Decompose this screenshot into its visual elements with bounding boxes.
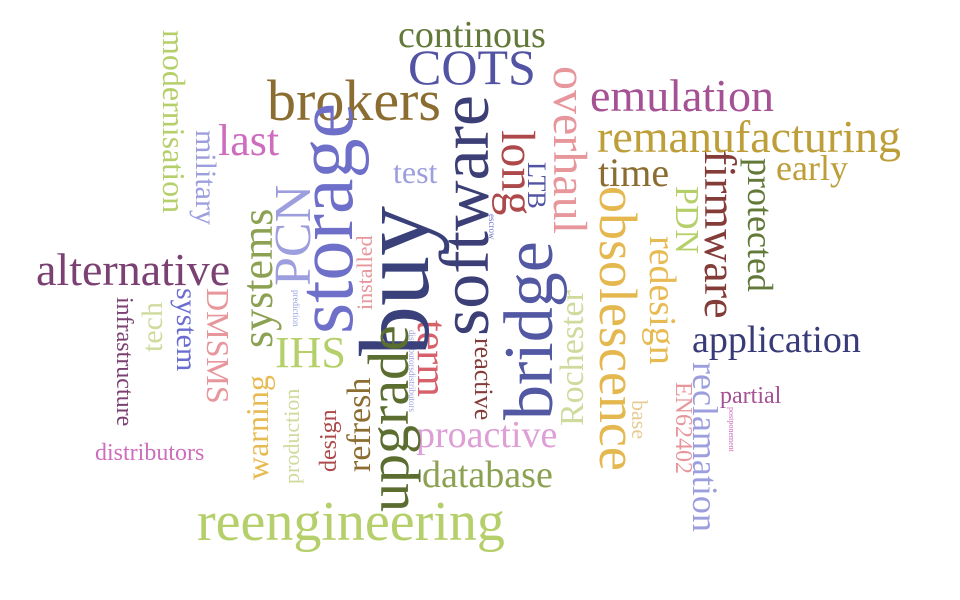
word-time: time [598, 150, 669, 195]
word-prediction: prediction [291, 290, 301, 327]
word-alternative: alternative [36, 244, 230, 295]
word-military: military [189, 130, 222, 225]
word-production: production [279, 389, 304, 484]
word-pcn: PCN [265, 185, 322, 286]
word-overhaul: overhaul [543, 66, 596, 234]
word-continous: continous [398, 14, 546, 56]
word-cots: COTS [408, 39, 536, 95]
word-buy: buy [339, 206, 450, 356]
word-systems: systems [233, 209, 282, 348]
word-proactive: proactive [416, 414, 557, 456]
word-term: term [408, 320, 454, 397]
word-obsolescence: obsolescence [588, 186, 648, 471]
word-reclamation: reclamation [685, 362, 725, 532]
word-partial: partial [720, 383, 782, 409]
word-firmware: firmware [695, 150, 746, 319]
word-upgrade: upgrade [356, 325, 421, 512]
word-long: long [491, 130, 544, 215]
word-software: software [427, 95, 504, 336]
word-system: system [170, 288, 203, 371]
word-refresh: refresh [341, 378, 378, 472]
word-reengineering: reengineering [197, 491, 505, 553]
word-application: application [692, 319, 861, 361]
word-en62402: EN62402 [670, 382, 696, 474]
word-early: early [776, 148, 848, 188]
word-infrastructure: infrastructure [111, 297, 137, 426]
word-pdn: PDN [668, 186, 705, 254]
word-base: base [627, 400, 652, 439]
word-database: database [422, 454, 553, 496]
word-ltb: LTB [522, 162, 551, 209]
word-design: design [316, 409, 342, 472]
word-brokers: brokers [267, 68, 441, 133]
word-distributors: distributors [95, 440, 204, 466]
word-modernisation: modernisation [156, 30, 192, 213]
word-ihs: IHS [275, 328, 346, 377]
word-remanufacturing: remanufacturing [597, 111, 901, 162]
word-escrow: escrow [487, 214, 497, 240]
word-test: test [393, 154, 438, 190]
word-last: last [218, 116, 279, 165]
word-postponement: postponement [727, 407, 736, 453]
word-bridge: bridge [491, 241, 568, 420]
word-distributorsdistributors: distributorsdistributors [407, 330, 417, 412]
word-protected: protected [740, 158, 780, 292]
word-tech: tech [136, 302, 169, 352]
word-redesign: redesign [641, 236, 683, 365]
word-warning: warning [239, 375, 275, 480]
word-rochester: Rochester [554, 289, 591, 426]
word-installed: installed [352, 235, 377, 310]
word-dmsms: DMSMS [200, 288, 236, 404]
word-emulation: emulation [590, 70, 774, 121]
word-storage: storage [282, 103, 370, 334]
word-reactive: reactive [469, 338, 498, 420]
